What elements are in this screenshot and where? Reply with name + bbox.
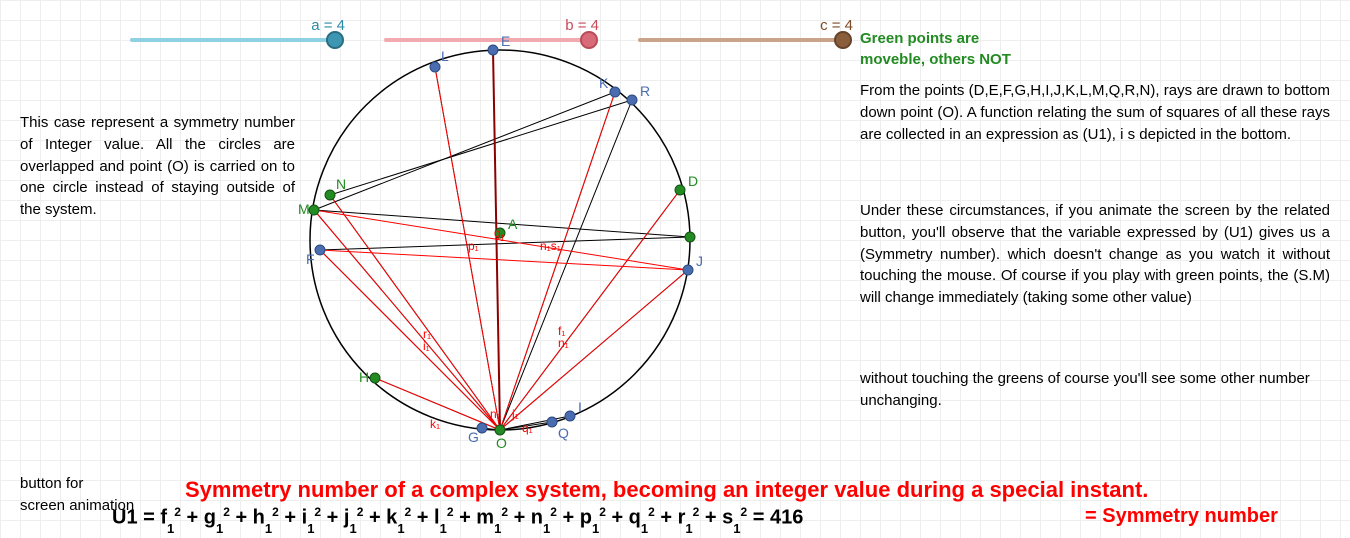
- point-O[interactable]: [495, 425, 505, 435]
- svg-text:i₁: i₁: [423, 339, 430, 353]
- point-Q: [547, 417, 557, 427]
- svg-text:E: E: [501, 33, 510, 49]
- geometry-diagram: Ag1ELKRDNMFJHGOQIp₁n₁s₁f₁n₁r₁i₁k₁n₁j₁q₁: [0, 0, 1350, 538]
- point-R: [627, 95, 637, 105]
- svg-text:J: J: [696, 253, 703, 269]
- svg-text:K: K: [599, 75, 609, 91]
- point-K: [610, 87, 620, 97]
- svg-text:A: A: [508, 216, 518, 232]
- svg-text:H: H: [359, 369, 369, 385]
- point-I: [565, 411, 575, 421]
- svg-text:G: G: [468, 429, 479, 445]
- point-E: [488, 45, 498, 55]
- svg-text:N: N: [336, 176, 346, 192]
- svg-text:L: L: [441, 48, 449, 64]
- point-D[interactable]: [675, 185, 685, 195]
- svg-text:k₁: k₁: [430, 417, 440, 431]
- svg-text:1: 1: [500, 233, 505, 243]
- svg-text:M: M: [298, 201, 310, 217]
- svg-text:Q: Q: [558, 425, 569, 441]
- point-H[interactable]: [370, 373, 380, 383]
- point-L: [430, 62, 440, 72]
- svg-text:R: R: [640, 83, 650, 99]
- svg-text:n₁s₁: n₁s₁: [540, 239, 561, 253]
- svg-text:q₁: q₁: [522, 421, 533, 435]
- svg-text:p₁: p₁: [468, 239, 479, 253]
- svg-text:I: I: [578, 399, 582, 415]
- svg-text:n₁: n₁: [558, 336, 569, 350]
- svg-text:F: F: [306, 251, 315, 267]
- point-F: [315, 245, 325, 255]
- point-J: [683, 265, 693, 275]
- svg-text:j₁: j₁: [511, 407, 519, 421]
- svg-text:O: O: [496, 435, 507, 451]
- point-Jgreen[interactable]: [685, 232, 695, 242]
- point-M[interactable]: [309, 205, 319, 215]
- svg-text:n₁: n₁: [490, 407, 501, 421]
- svg-text:D: D: [688, 173, 698, 189]
- point-N[interactable]: [325, 190, 335, 200]
